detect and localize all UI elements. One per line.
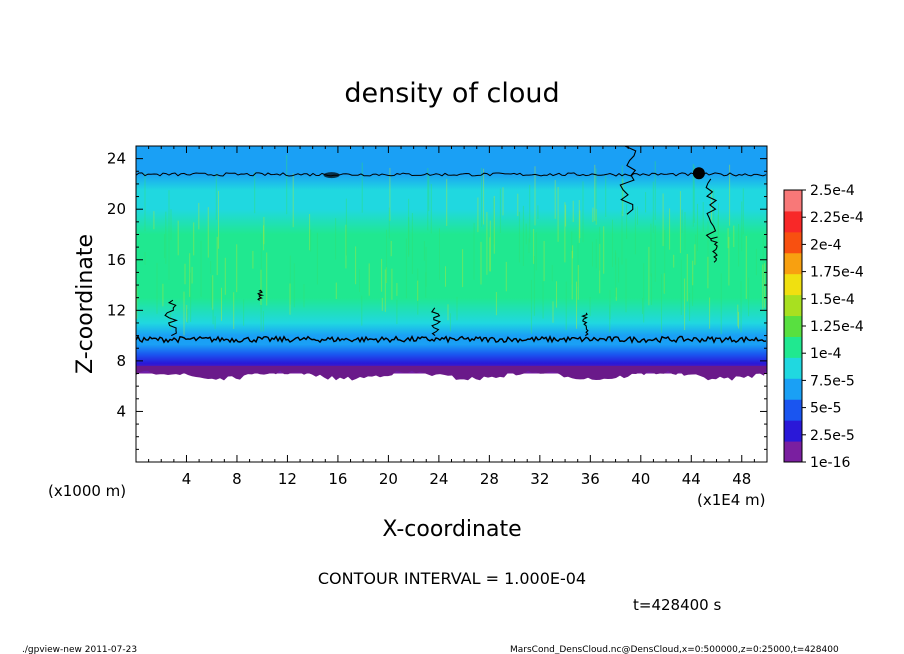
- colorbar-swatch: [784, 420, 802, 442]
- y-axis-label: Z-coordinate: [73, 234, 98, 374]
- colorbar-swatch: [784, 190, 802, 212]
- y-unit-note: (x1000 m): [48, 482, 126, 500]
- x-tick-label: 4: [182, 470, 192, 488]
- x-tick-label: 44: [682, 470, 701, 488]
- colorbar-label: 2.5e-5: [810, 428, 855, 444]
- footer-left: ./gpview-new 2011-07-23: [22, 645, 137, 654]
- colorbar-swatch: [784, 210, 802, 233]
- cloud-base-edge: [136, 365, 767, 381]
- colorbar-label: 2.5e-4: [810, 183, 855, 199]
- contour-line-high: [136, 172, 767, 177]
- x-tick-label: 24: [429, 470, 448, 488]
- x-unit-note: (x1E4 m): [697, 491, 766, 509]
- x-tick-label: 32: [530, 470, 549, 488]
- contour-interval: CONTOUR INTERVAL = 1.000E-04: [318, 569, 586, 588]
- x-tick-label: 16: [328, 470, 347, 488]
- x-tick-label: 8: [232, 470, 242, 488]
- colorbar-swatch: [784, 315, 802, 337]
- y-tick-label: 4: [116, 402, 126, 420]
- contour-features: [164, 146, 719, 337]
- x-tick-label: 36: [581, 470, 600, 488]
- chart-title: density of cloud: [344, 78, 559, 109]
- colorbar-swatch: [784, 273, 802, 296]
- colorbar-label: 1.25e-4: [810, 319, 864, 335]
- x-tick-label: 12: [278, 470, 297, 488]
- colorbar-swatch: [784, 336, 802, 358]
- footer-right: MarsCond_DensCloud.nc@DensCloud,x=0:5000…: [510, 645, 839, 654]
- colorbar-label: 5e-5: [810, 401, 841, 417]
- density-field: [136, 146, 767, 374]
- colorbar-swatch: [784, 399, 802, 421]
- colorbar-label: 2e-4: [810, 237, 842, 253]
- colorbar-label: 2.25e-4: [810, 210, 864, 226]
- x-axis-label: X-coordinate: [382, 517, 521, 542]
- x-axis: 4 8 12 16 20 24 28 32 36 40 44 48: [135, 146, 768, 488]
- y-tick-label: 16: [107, 251, 126, 269]
- y-tick-label: 12: [107, 301, 126, 319]
- colorbar: 1e-16 2.5e-5 5e-5 7.5e-5 1e-4 1.25e-4 1.5e-4 1.…: [783, 183, 864, 471]
- field-texture: [136, 154, 766, 336]
- heatmap-field: [136, 146, 767, 462]
- colorbar-swatch: [784, 441, 802, 463]
- x-tick-label: 48: [732, 470, 751, 488]
- colorbar-label: 7.5e-5: [810, 373, 855, 389]
- colorbar-swatch: [784, 231, 802, 254]
- colorbar-swatch: [784, 252, 802, 275]
- colorbar-label: 1e-16: [810, 455, 850, 471]
- time-label: t=428400 s: [633, 596, 721, 614]
- colorbar-swatch: [784, 378, 802, 400]
- contour-line-low: [136, 334, 767, 344]
- colorbar-label: 1.75e-4: [810, 265, 864, 281]
- colorbar-swatch: [784, 294, 802, 317]
- y-tick-label: 20: [107, 200, 126, 218]
- colorbar-label: 1.5e-4: [810, 292, 855, 308]
- colorbar-swatch: [784, 357, 802, 379]
- colorbar-label: 1e-4: [810, 346, 842, 362]
- x-tick-label: 28: [480, 470, 499, 488]
- x-tick-label: 20: [379, 470, 398, 488]
- y-tick-label: 24: [107, 150, 126, 168]
- x-tick-label: 40: [631, 470, 650, 488]
- y-tick-label: 8: [116, 352, 126, 370]
- y-axis: 4 8 12 16 20 24: [107, 145, 767, 463]
